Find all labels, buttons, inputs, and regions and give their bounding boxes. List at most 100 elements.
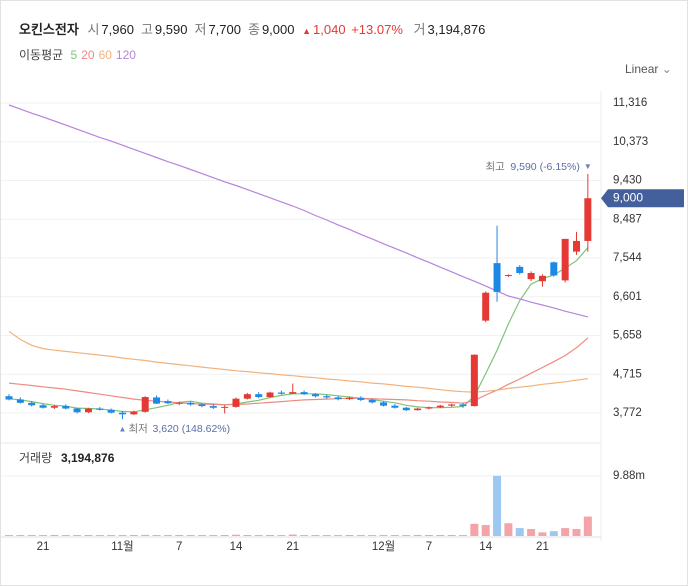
volume-bar — [163, 535, 172, 536]
volume-bar — [356, 535, 365, 536]
candle-body — [141, 397, 149, 412]
candle-body — [436, 405, 444, 408]
ma-legend: 이동평균 5 20 60 120 — [19, 46, 140, 63]
min-value: 3,620 (148.62%) — [153, 423, 231, 435]
candle-body — [550, 262, 558, 276]
candle-body — [459, 404, 467, 407]
change-pct: +13.07% — [351, 22, 403, 37]
candle-body — [584, 198, 592, 241]
volume-value: 3,194,876 — [427, 22, 486, 37]
candle-body — [391, 405, 399, 408]
candle-body — [300, 392, 308, 395]
candle-body — [346, 397, 353, 400]
quote-value: 7,700 — [208, 22, 241, 37]
y-tick-label: 8,487 — [613, 213, 642, 225]
candle-body — [414, 408, 422, 411]
candle-body — [266, 392, 274, 398]
volume-bar — [470, 523, 479, 536]
volume-bar — [50, 535, 59, 536]
volume-bar — [481, 525, 490, 536]
volume-bar — [152, 535, 161, 536]
ma-line — [8, 337, 589, 406]
legend-entry: 120 — [115, 48, 136, 62]
candle-body — [402, 407, 410, 411]
y-tick-label: 11,316 — [613, 97, 647, 109]
volume-bar — [118, 535, 127, 536]
volume-bar — [300, 535, 309, 536]
candle-body — [164, 401, 172, 404]
candle-body — [493, 263, 501, 292]
candle-body — [255, 394, 263, 398]
x-tick-label: 14 — [479, 541, 492, 553]
ma-line — [8, 104, 589, 318]
candle-body — [50, 406, 58, 408]
volume-bar — [413, 535, 422, 536]
x-tick-label: 21 — [37, 541, 50, 553]
volume-bar — [527, 529, 536, 536]
volume-bar — [175, 535, 184, 536]
ma-line — [8, 247, 589, 413]
volume-bar — [549, 531, 558, 536]
max-arrow: ▼ — [584, 162, 592, 171]
candle-body — [232, 398, 240, 407]
x-tick-label: 14 — [230, 541, 243, 553]
volume-bar — [39, 535, 48, 536]
volume-bar — [266, 535, 275, 536]
y-tick-label: 9,430 — [613, 175, 642, 187]
x-tick-label: 21 — [536, 541, 549, 553]
x-tick-label: 12월 — [372, 540, 395, 553]
quote-value: 9,590 — [154, 22, 188, 37]
candle-body — [198, 404, 206, 407]
x-tick-label: 21 — [286, 541, 299, 553]
candle-body — [334, 397, 342, 400]
volume-bar — [515, 528, 524, 536]
quote-value: 9,000 — [261, 22, 295, 37]
candle-body — [470, 354, 478, 407]
quote-value: 7,960 — [101, 22, 134, 37]
candle-body — [73, 408, 81, 413]
volume-bar — [504, 523, 513, 536]
volume-bar — [345, 535, 354, 536]
volume-bar — [368, 535, 377, 536]
candle-body — [28, 402, 36, 406]
change-arrow: ▲ — [302, 26, 312, 36]
candle-body — [289, 392, 297, 394]
x-tick-label: 7 — [176, 541, 182, 553]
y-tick-label: 6,601 — [613, 291, 642, 303]
min-label: 최저 — [129, 423, 148, 435]
volume-label: 거 — [413, 22, 426, 37]
volume-bar — [220, 535, 229, 536]
volume-bar — [186, 535, 195, 536]
candle-body — [516, 266, 524, 273]
last-price-label: 9,000 — [613, 190, 643, 204]
scale-mode[interactable]: Linear — [625, 62, 659, 76]
candle-body — [357, 397, 365, 400]
y-tick-label: 5,658 — [613, 330, 642, 342]
volume-bar — [572, 529, 581, 536]
y-tick-label: 10,373 — [613, 136, 648, 148]
candle-body — [538, 275, 546, 282]
volume-bar — [561, 528, 570, 536]
legend-title: 이동평균 — [19, 48, 64, 62]
candle-body — [573, 240, 580, 252]
candle-body — [153, 397, 161, 404]
ma-line — [8, 330, 588, 393]
candle-body — [243, 394, 251, 399]
volume-bar — [390, 535, 399, 536]
candle-body — [448, 404, 456, 406]
volume-bar — [447, 535, 456, 536]
x-tick-label: 7 — [426, 541, 432, 553]
candle-body — [209, 406, 217, 408]
volume-bar — [379, 535, 388, 536]
candle-body — [62, 406, 70, 409]
volume-bar — [197, 535, 206, 536]
volume-bar — [73, 535, 82, 536]
candle-body — [39, 405, 47, 408]
candle-body — [527, 272, 535, 280]
y-tick-label: 7,544 — [613, 252, 642, 264]
legend-entry: 5 — [70, 48, 78, 62]
volume-tick-label: 9.88m — [613, 470, 645, 482]
scale-selector[interactable]: Linear ⌄ — [625, 62, 672, 76]
volume-bar — [288, 534, 297, 536]
